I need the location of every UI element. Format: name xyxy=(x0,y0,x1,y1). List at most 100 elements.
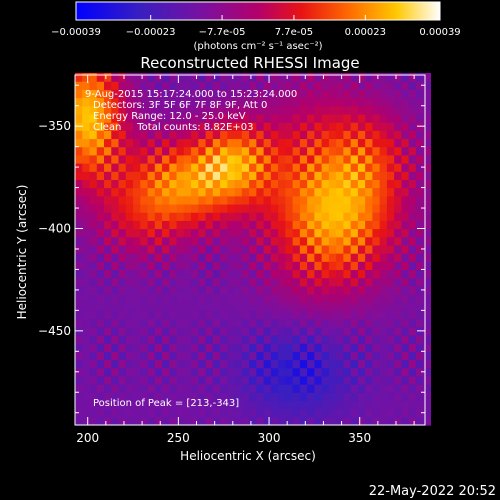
heatmap-cell xyxy=(198,236,207,246)
heatmap-cell xyxy=(408,212,417,221)
heatmap-cell xyxy=(227,81,236,90)
heatmap-cell xyxy=(154,212,163,221)
heatmap-cell xyxy=(140,130,149,140)
heatmap-cell xyxy=(169,113,178,123)
colorbar-tick-label: −0.00023 xyxy=(126,27,176,38)
heatmap-cell xyxy=(212,89,221,99)
heatmap-cell xyxy=(96,269,105,279)
heatmap-cell xyxy=(205,244,214,254)
heatmap-cell xyxy=(299,203,308,213)
heatmap-cell xyxy=(394,253,403,262)
heatmap-cell xyxy=(212,351,221,361)
heatmap-cell xyxy=(118,220,127,230)
heatmap-cell xyxy=(241,187,250,197)
heatmap-cell xyxy=(82,154,91,164)
heatmap-cell xyxy=(133,81,141,90)
heatmap-cell xyxy=(140,334,149,344)
heatmap-cell xyxy=(212,138,221,148)
heatmap-cell xyxy=(292,416,301,426)
heatmap-cell xyxy=(357,97,366,107)
heatmap-cell xyxy=(227,392,236,402)
heatmap-cell xyxy=(111,384,120,393)
heatmap-cell xyxy=(336,326,344,336)
heatmap-cell xyxy=(278,122,286,131)
heatmap-cell xyxy=(154,97,163,107)
heatmap-cell xyxy=(82,359,91,369)
heatmap-cell xyxy=(220,302,228,311)
heatmap-cell xyxy=(118,122,127,131)
heatmap-cell xyxy=(191,351,199,361)
heatmap-cell xyxy=(154,375,163,385)
heatmap-cell xyxy=(343,277,352,287)
heatmap-cell xyxy=(270,122,279,131)
heatmap-cell xyxy=(75,318,83,328)
heatmap-cell xyxy=(220,203,228,213)
heatmap-cell xyxy=(263,220,272,230)
heatmap-cell xyxy=(314,179,323,189)
heatmap-cell xyxy=(183,367,192,377)
heatmap-cell xyxy=(285,408,294,418)
heatmap-cell xyxy=(154,294,163,303)
heatmap-cell xyxy=(75,400,83,410)
heatmap-cell xyxy=(365,154,374,164)
heatmap-cell xyxy=(415,384,424,393)
heatmap-cell xyxy=(75,310,83,320)
heatmap-cell xyxy=(169,130,178,140)
heatmap-cell xyxy=(394,113,403,123)
heatmap-cell xyxy=(278,81,286,90)
heatmap-cell xyxy=(191,138,199,148)
heatmap-cell xyxy=(82,318,91,328)
heatmap-cell xyxy=(307,384,315,393)
heatmap-cell xyxy=(96,375,105,385)
heatmap-cell xyxy=(198,105,207,115)
heatmap-cell xyxy=(263,138,272,148)
heatmap-cell xyxy=(147,81,156,90)
heatmap-cell xyxy=(415,81,424,90)
heatmap-cell xyxy=(299,318,308,328)
heatmap-cell xyxy=(198,89,207,99)
heatmap-cell xyxy=(191,113,199,123)
heatmap-cell xyxy=(415,97,424,107)
heatmap-cell xyxy=(343,416,352,426)
heatmap-cell xyxy=(328,294,337,303)
heatmap-cell xyxy=(365,212,374,221)
heatmap-cell xyxy=(336,269,344,279)
heatmap-cell xyxy=(394,130,403,140)
heatmap-cell xyxy=(82,236,91,246)
heatmap-cell xyxy=(212,187,221,197)
heatmap-cell xyxy=(350,408,359,418)
heatmap-cell xyxy=(125,310,134,320)
heatmap-cell xyxy=(336,146,344,156)
heatmap-cell xyxy=(343,400,352,410)
heatmap-cell xyxy=(386,187,395,197)
heatmap-cell xyxy=(96,122,105,131)
heatmap-cell xyxy=(350,261,359,271)
heatmap-cell xyxy=(263,146,272,156)
heatmap-cell xyxy=(285,154,294,164)
heatmap-cell xyxy=(401,294,410,303)
heatmap-cell xyxy=(234,171,243,180)
y-tick-label: −400 xyxy=(38,222,71,236)
heatmap-cell xyxy=(321,253,330,262)
heatmap-cell xyxy=(104,367,112,377)
heatmap-cell xyxy=(118,203,127,213)
heatmap-cell xyxy=(176,416,185,426)
heatmap-cell xyxy=(205,294,214,303)
heatmap-cell xyxy=(423,375,432,385)
heatmap-cell xyxy=(140,187,149,197)
heatmap-cell xyxy=(307,343,315,352)
heatmap-cell xyxy=(198,130,207,140)
heatmap-cell xyxy=(270,154,279,164)
heatmap-cell xyxy=(140,113,149,123)
heatmap-cell xyxy=(162,400,170,410)
heatmap-cell xyxy=(205,195,214,205)
heatmap-cell xyxy=(415,146,424,156)
heatmap-cell xyxy=(365,163,374,172)
heatmap-cell xyxy=(263,228,272,238)
heatmap-cell xyxy=(191,392,199,402)
heatmap-cell xyxy=(401,302,410,311)
heatmap-cell xyxy=(263,154,272,164)
heatmap-cell xyxy=(256,212,265,221)
heatmap-cell xyxy=(169,310,178,320)
heatmap-cell xyxy=(183,244,192,254)
